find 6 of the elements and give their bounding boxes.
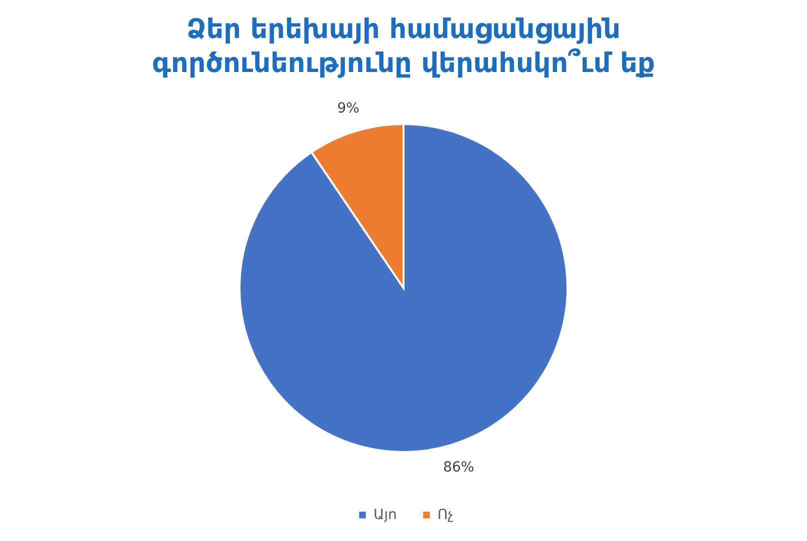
- data-label: 86%: [443, 460, 474, 476]
- data-label: 9%: [337, 100, 360, 116]
- legend-label: Այո: [374, 507, 397, 523]
- chart-title: Ձեր երեխայի համացանցային գործունեությունը վերահսկո՞ւմ եք: [152, 14, 655, 79]
- legend-label: Ոչ: [438, 507, 454, 523]
- pie-slice: [238, 123, 568, 453]
